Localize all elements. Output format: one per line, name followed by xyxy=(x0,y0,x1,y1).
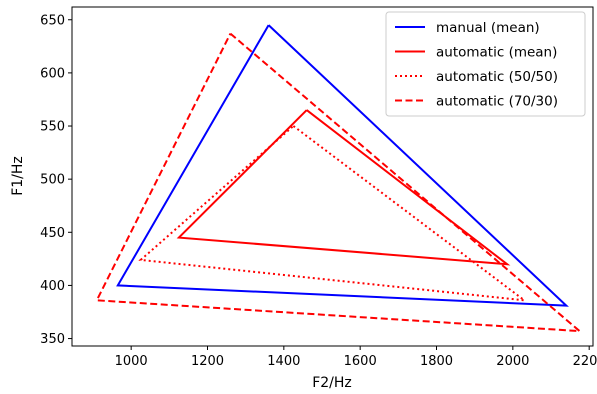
y-tick-label: 350 xyxy=(40,332,65,347)
legend-label-automatic-mean: automatic (mean) xyxy=(436,45,557,61)
x-tick-label: 1000 xyxy=(115,354,148,369)
y-tick-label: 650 xyxy=(40,13,65,28)
x-tick-label: 1400 xyxy=(267,354,300,369)
x-tick-label: 2000 xyxy=(496,354,529,369)
legend-label-automatic-70-30: automatic (70/30) xyxy=(436,94,558,110)
legend-label-automatic-50-50: automatic (50/50) xyxy=(436,69,558,85)
x-tick-label: 1600 xyxy=(344,354,377,369)
x-tick-label: 1800 xyxy=(420,354,453,369)
x-axis-ticks: 1000 1200 1400 1600 1800 2000 2200 xyxy=(115,346,597,369)
y-tick-label: 400 xyxy=(40,279,65,294)
x-axis-label: F2/Hz xyxy=(312,375,352,391)
series-line-manual-mean xyxy=(116,24,569,307)
legend: manual (mean) automatic (mean) automatic (… xyxy=(385,11,586,117)
legend-frame xyxy=(385,11,586,117)
plot-frame xyxy=(71,6,594,347)
series-line-automatic-50-50 xyxy=(138,125,528,302)
y-tick-label: 450 xyxy=(40,226,65,241)
x-tick-label: 2200 xyxy=(573,354,597,369)
y-axis-ticks: 350 400 450 500 550 600 650 xyxy=(40,13,72,347)
series-layer xyxy=(95,24,583,333)
y-tick-label: 500 xyxy=(40,173,65,188)
legend-label-manual-mean: manual (mean) xyxy=(436,20,540,36)
y-tick-label: 550 xyxy=(40,120,65,135)
y-axis-label: F1/Hz xyxy=(10,156,26,196)
y-tick-label: 600 xyxy=(40,66,65,81)
series-line-automatic-mean xyxy=(176,109,511,266)
x-tick-label: 1200 xyxy=(191,354,224,369)
